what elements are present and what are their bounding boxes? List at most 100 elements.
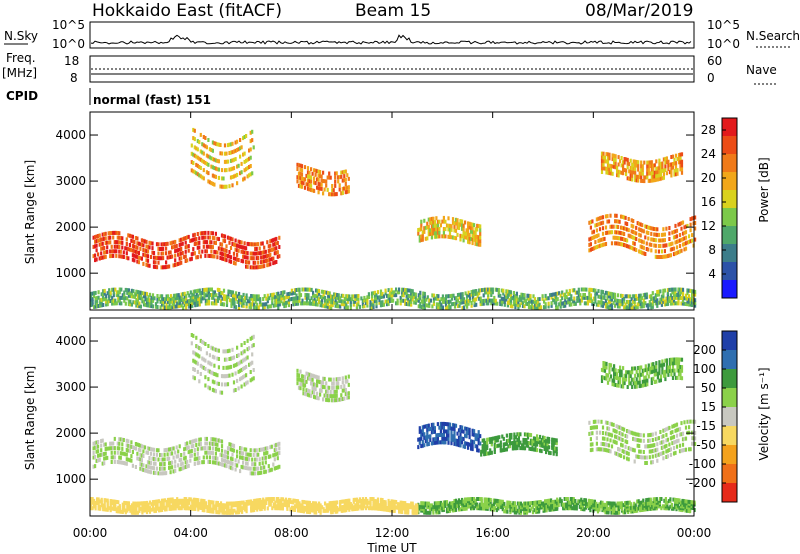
echo-cell bbox=[474, 234, 477, 239]
echo-cell bbox=[498, 499, 501, 504]
echo-cell bbox=[289, 291, 292, 296]
echo-cell bbox=[461, 300, 464, 305]
echo-cell bbox=[603, 159, 607, 164]
echo-cell bbox=[226, 373, 230, 378]
echo-region bbox=[600, 357, 684, 389]
echo-cell bbox=[421, 429, 424, 433]
echo-cell bbox=[691, 300, 694, 305]
echo-cell bbox=[131, 248, 134, 253]
echo-cell bbox=[332, 192, 335, 197]
echo-cell bbox=[508, 298, 511, 303]
echo-cell bbox=[624, 305, 627, 310]
echo-cell bbox=[479, 235, 482, 240]
echo-cell bbox=[207, 253, 210, 258]
echo-cell bbox=[662, 254, 665, 259]
echo-cell bbox=[136, 245, 139, 250]
echo-cell bbox=[644, 175, 647, 180]
echo-cell bbox=[418, 234, 421, 239]
echo-cell bbox=[429, 438, 432, 442]
echo-cell bbox=[426, 431, 429, 436]
echo-cell bbox=[217, 246, 220, 251]
echo-cell bbox=[680, 221, 683, 226]
echo-cell bbox=[453, 228, 456, 233]
echo-cell bbox=[278, 451, 281, 455]
echo-cell bbox=[435, 440, 438, 445]
echo-cell bbox=[511, 443, 514, 448]
echo-cell bbox=[342, 293, 345, 298]
echo-cell bbox=[507, 444, 510, 449]
echo-cell bbox=[323, 376, 326, 381]
echo-cell bbox=[606, 163, 610, 168]
echo-cell bbox=[196, 172, 199, 177]
echo-cell bbox=[258, 251, 261, 256]
echo-cell bbox=[464, 220, 467, 225]
echo-cell bbox=[306, 376, 310, 381]
echo-cell bbox=[180, 457, 183, 462]
echo-cell bbox=[465, 502, 468, 507]
echo-cell bbox=[661, 161, 664, 166]
echo-cell bbox=[568, 302, 571, 307]
echo-cell bbox=[146, 450, 150, 455]
echo-cell bbox=[277, 299, 280, 304]
echo-cell bbox=[216, 158, 219, 163]
echo-cell bbox=[151, 246, 154, 251]
echo-cell bbox=[456, 218, 459, 223]
echo-cell bbox=[384, 291, 387, 296]
echo-region bbox=[190, 333, 255, 395]
echo-cell bbox=[405, 293, 408, 298]
echo-cell bbox=[373, 293, 377, 298]
echo-cell bbox=[604, 301, 608, 306]
echo-cell bbox=[540, 443, 543, 448]
echo-cell bbox=[226, 235, 230, 240]
echo-cell bbox=[317, 169, 320, 174]
echo-cell bbox=[645, 444, 648, 449]
echo-cell bbox=[299, 184, 302, 189]
echo-cell bbox=[248, 156, 251, 161]
echo-cell bbox=[192, 289, 195, 294]
echo-cell bbox=[443, 299, 446, 304]
echo-cell bbox=[94, 454, 97, 459]
echo-cell bbox=[523, 440, 527, 445]
echo-cell bbox=[275, 297, 278, 302]
echo-cell bbox=[680, 159, 684, 164]
echo-cell bbox=[677, 295, 680, 300]
echo-cell bbox=[676, 361, 679, 366]
echo-cell bbox=[207, 360, 210, 365]
echo-cell bbox=[207, 287, 210, 292]
echo-cell bbox=[251, 471, 254, 476]
echo-cell bbox=[473, 230, 476, 235]
echo-cell bbox=[638, 376, 641, 381]
echo-cell bbox=[281, 296, 284, 301]
echo-cell bbox=[600, 441, 603, 446]
echo-cell bbox=[532, 447, 536, 452]
echo-cell bbox=[243, 241, 246, 246]
echo-cell bbox=[471, 241, 474, 246]
echo-cell bbox=[517, 303, 520, 308]
echo-cell bbox=[597, 302, 600, 307]
echo-cell bbox=[319, 380, 322, 385]
echo-cell bbox=[450, 224, 453, 229]
echo-cell bbox=[467, 431, 470, 436]
echo-cell bbox=[607, 291, 611, 296]
echo-cell bbox=[511, 446, 514, 451]
echo-cell bbox=[663, 428, 666, 432]
echo-cell bbox=[658, 378, 661, 383]
echo-cell bbox=[355, 305, 358, 310]
echo-cell bbox=[457, 439, 461, 444]
echo-cell bbox=[200, 296, 203, 301]
echo-cell bbox=[416, 298, 419, 303]
echo-cell bbox=[190, 439, 193, 444]
echo-cell bbox=[617, 383, 620, 388]
echo-cell bbox=[95, 239, 98, 244]
echo-cell bbox=[503, 294, 506, 299]
echo-cell bbox=[539, 503, 542, 508]
echo-cell bbox=[223, 449, 227, 454]
echo-cell bbox=[659, 289, 662, 294]
echo-cell bbox=[486, 437, 489, 442]
echo-cell bbox=[492, 502, 495, 507]
echo-cell bbox=[468, 504, 471, 509]
echo-cell bbox=[94, 239, 97, 244]
echo-cell bbox=[444, 440, 447, 445]
echo-cell bbox=[461, 425, 464, 430]
echo-cell bbox=[506, 300, 509, 305]
